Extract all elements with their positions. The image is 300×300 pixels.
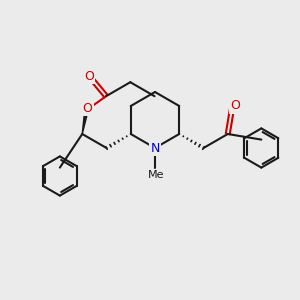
Text: O: O [82,102,92,115]
Polygon shape [82,110,88,134]
Text: O: O [84,70,94,83]
Text: Me: Me [148,169,164,180]
Text: N: N [150,142,160,154]
Text: O: O [230,99,240,112]
